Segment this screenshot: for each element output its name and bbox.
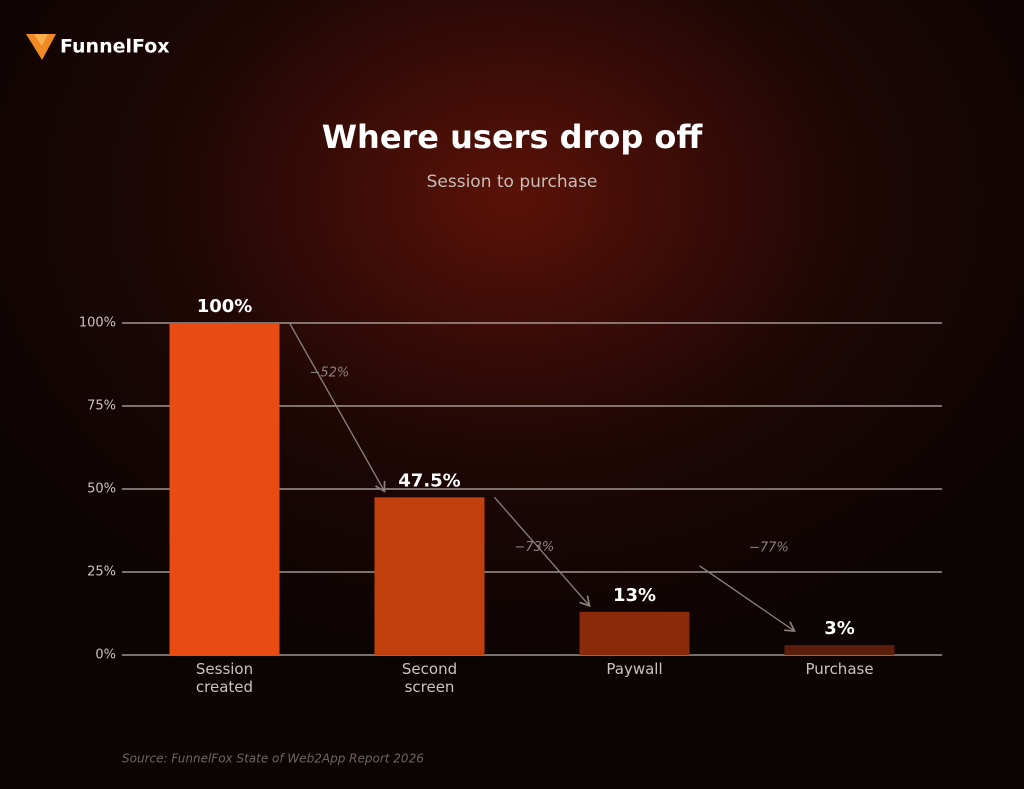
x-tick-label: Paywall: [606, 660, 663, 678]
value-label: 47.5%: [398, 470, 460, 491]
value-label: 3%: [824, 618, 855, 639]
chart-subtitle: Session to purchase: [427, 172, 598, 192]
y-tick-label: 0%: [95, 648, 116, 663]
bar: [579, 611, 690, 655]
value-label: 13%: [613, 585, 656, 606]
source-note: Source: FunnelFox State of Web2App Repor…: [122, 752, 424, 766]
x-tick-label: Purchase: [805, 660, 874, 678]
x-tick-label: Session created: [195, 660, 254, 696]
drop-label: −52%: [310, 366, 350, 381]
x-tick-label: Second screen: [401, 660, 458, 696]
logo-icon: [26, 34, 56, 60]
y-tick-label: 25%: [87, 565, 116, 580]
value-label: 100%: [197, 296, 253, 317]
logo-text: FunnelFox: [60, 36, 170, 58]
logo-icon-inner: [34, 34, 48, 46]
chart-title: Where users drop off: [322, 118, 704, 156]
y-tick-label: 100%: [79, 316, 116, 331]
bar: [374, 497, 485, 655]
drop-arrow: [288, 322, 386, 493]
bar: [784, 645, 895, 655]
y-tick-label: 75%: [87, 399, 116, 414]
drop-arrow: [699, 565, 796, 633]
bar: [169, 323, 280, 655]
drop-arrow: [494, 496, 591, 608]
drop-label: −77%: [749, 540, 789, 555]
drop-label: −73%: [515, 540, 555, 555]
y-tick-label: 50%: [87, 482, 116, 497]
